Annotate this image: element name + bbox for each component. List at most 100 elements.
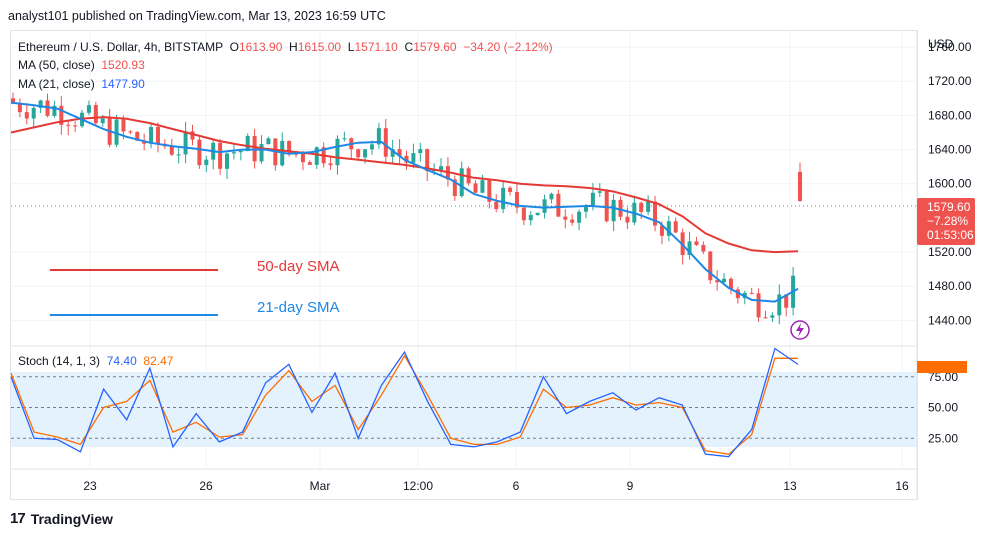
candle-body	[100, 118, 105, 124]
time-axis-ticks: 23 26 Mar 12:00 6 9 13 16	[83, 479, 909, 493]
high-value: 1615.00	[297, 40, 342, 54]
candle-body	[266, 138, 271, 145]
candle-body	[425, 149, 430, 172]
price-tick-label: 1640.00	[928, 143, 972, 157]
candle-body	[169, 146, 174, 155]
candle-body	[231, 152, 236, 154]
candle-body	[618, 199, 623, 217]
candle-body	[287, 140, 292, 154]
time-tick-label: 13	[783, 479, 797, 493]
candlestick-series	[11, 92, 802, 325]
stoch-legend[interactable]: Stoch (14, 1, 3) 74.40 82.47	[18, 354, 173, 368]
candle-body	[411, 153, 416, 163]
candle-body	[694, 241, 699, 245]
stoch-k-value: 74.40	[106, 354, 137, 368]
candle-body	[204, 159, 209, 166]
close-value: 1579.60	[413, 40, 457, 54]
candle-body	[687, 241, 692, 256]
sma21-annotation-text: 21-day SMA	[257, 299, 340, 316]
stoch-d-line	[10, 354, 798, 455]
time-tick-label: 12:00	[403, 479, 433, 493]
candle-body	[590, 192, 595, 207]
time-tick-label: 9	[627, 479, 634, 493]
open-value: 1613.90	[238, 40, 283, 54]
ma21-legend[interactable]: MA (21, close) 1477.90	[18, 77, 145, 91]
candle-body	[749, 292, 754, 294]
candle-body	[11, 98, 15, 103]
candle-body	[583, 206, 588, 212]
bar-countdown: 01:53:06	[927, 228, 974, 242]
candle-body	[708, 251, 713, 281]
price-tick-label: 1760.00	[928, 40, 972, 54]
candle-body	[314, 147, 319, 165]
candle-body	[66, 124, 71, 126]
candle-body	[59, 105, 64, 125]
candle-body	[52, 105, 57, 116]
candle-body	[715, 280, 720, 283]
price-tick-label: 1680.00	[928, 108, 972, 122]
candle-body	[549, 193, 554, 200]
candle-body	[404, 155, 409, 163]
stoch-tick-label: 75.00	[928, 370, 958, 384]
candle-body	[300, 153, 305, 163]
low-label: L	[347, 40, 355, 54]
sma50-annotation-text: 50-day SMA	[257, 258, 340, 275]
candle-body	[756, 293, 761, 318]
candle-body	[190, 131, 195, 140]
tradingview-footer[interactable]: 17 TradingView	[10, 510, 113, 527]
stoch-tick-label: 25.00	[928, 431, 958, 445]
candle-body	[722, 278, 727, 283]
candle-body	[197, 139, 202, 166]
candle-body	[307, 162, 312, 165]
candle-body	[459, 168, 464, 197]
candle-body	[666, 221, 671, 236]
price-tick-label: 1440.00	[928, 313, 972, 327]
candle-body	[452, 179, 457, 197]
candle-body	[521, 207, 526, 221]
flash-icon[interactable]	[790, 320, 810, 340]
candle-body	[218, 142, 223, 169]
candle-body	[183, 131, 188, 155]
price-axis-ticks: 1760.00 1720.00 1680.00 1640.00 1600.00 1520.…	[928, 40, 972, 327]
candle-body	[639, 202, 644, 212]
candle-body	[328, 163, 333, 166]
candle-body	[73, 125, 78, 127]
ma50-line	[10, 116, 799, 254]
candle-body	[528, 215, 533, 221]
candle-body	[480, 180, 485, 193]
candle-body	[149, 126, 154, 144]
candle-body	[363, 149, 368, 158]
candle-body	[535, 212, 540, 216]
low-value: 1571.10	[354, 40, 398, 54]
candle-body	[777, 294, 782, 316]
candle-body	[342, 138, 347, 140]
open-label: O	[229, 40, 239, 54]
symbol-name[interactable]: Ethereum / U.S. Dollar, 4h, BITSTAMP	[18, 40, 223, 54]
time-tick-label: 6	[513, 479, 520, 493]
ma50-legend[interactable]: MA (50, close) 1520.93	[18, 58, 145, 72]
candle-body	[135, 131, 140, 141]
candle-body	[397, 149, 402, 156]
ma21-line	[10, 101, 799, 303]
symbol-legend[interactable]: Ethereum / U.S. Dollar, 4h, BITSTAMP O16…	[18, 40, 553, 54]
candle-body	[556, 193, 561, 217]
candle-body	[728, 278, 733, 290]
candle-body	[501, 187, 506, 210]
tradingview-logo-icon: 17	[10, 510, 26, 527]
candle-body	[563, 216, 568, 220]
publisher-attribution: analyst101 published on TradingView.com,…	[8, 9, 386, 23]
candle-body	[763, 317, 768, 319]
candle-body	[659, 225, 664, 236]
stoch-k-line	[10, 347, 799, 458]
candle-body	[376, 128, 381, 145]
candle-body	[245, 136, 250, 152]
candle-body	[176, 154, 181, 156]
candle-body	[701, 244, 706, 252]
candle-body	[114, 119, 119, 145]
candle-body	[494, 201, 499, 210]
ma21-legend-value: 1477.90	[101, 77, 145, 91]
candle-body	[487, 180, 492, 202]
candle-body	[356, 149, 361, 158]
candle-body	[784, 294, 789, 308]
